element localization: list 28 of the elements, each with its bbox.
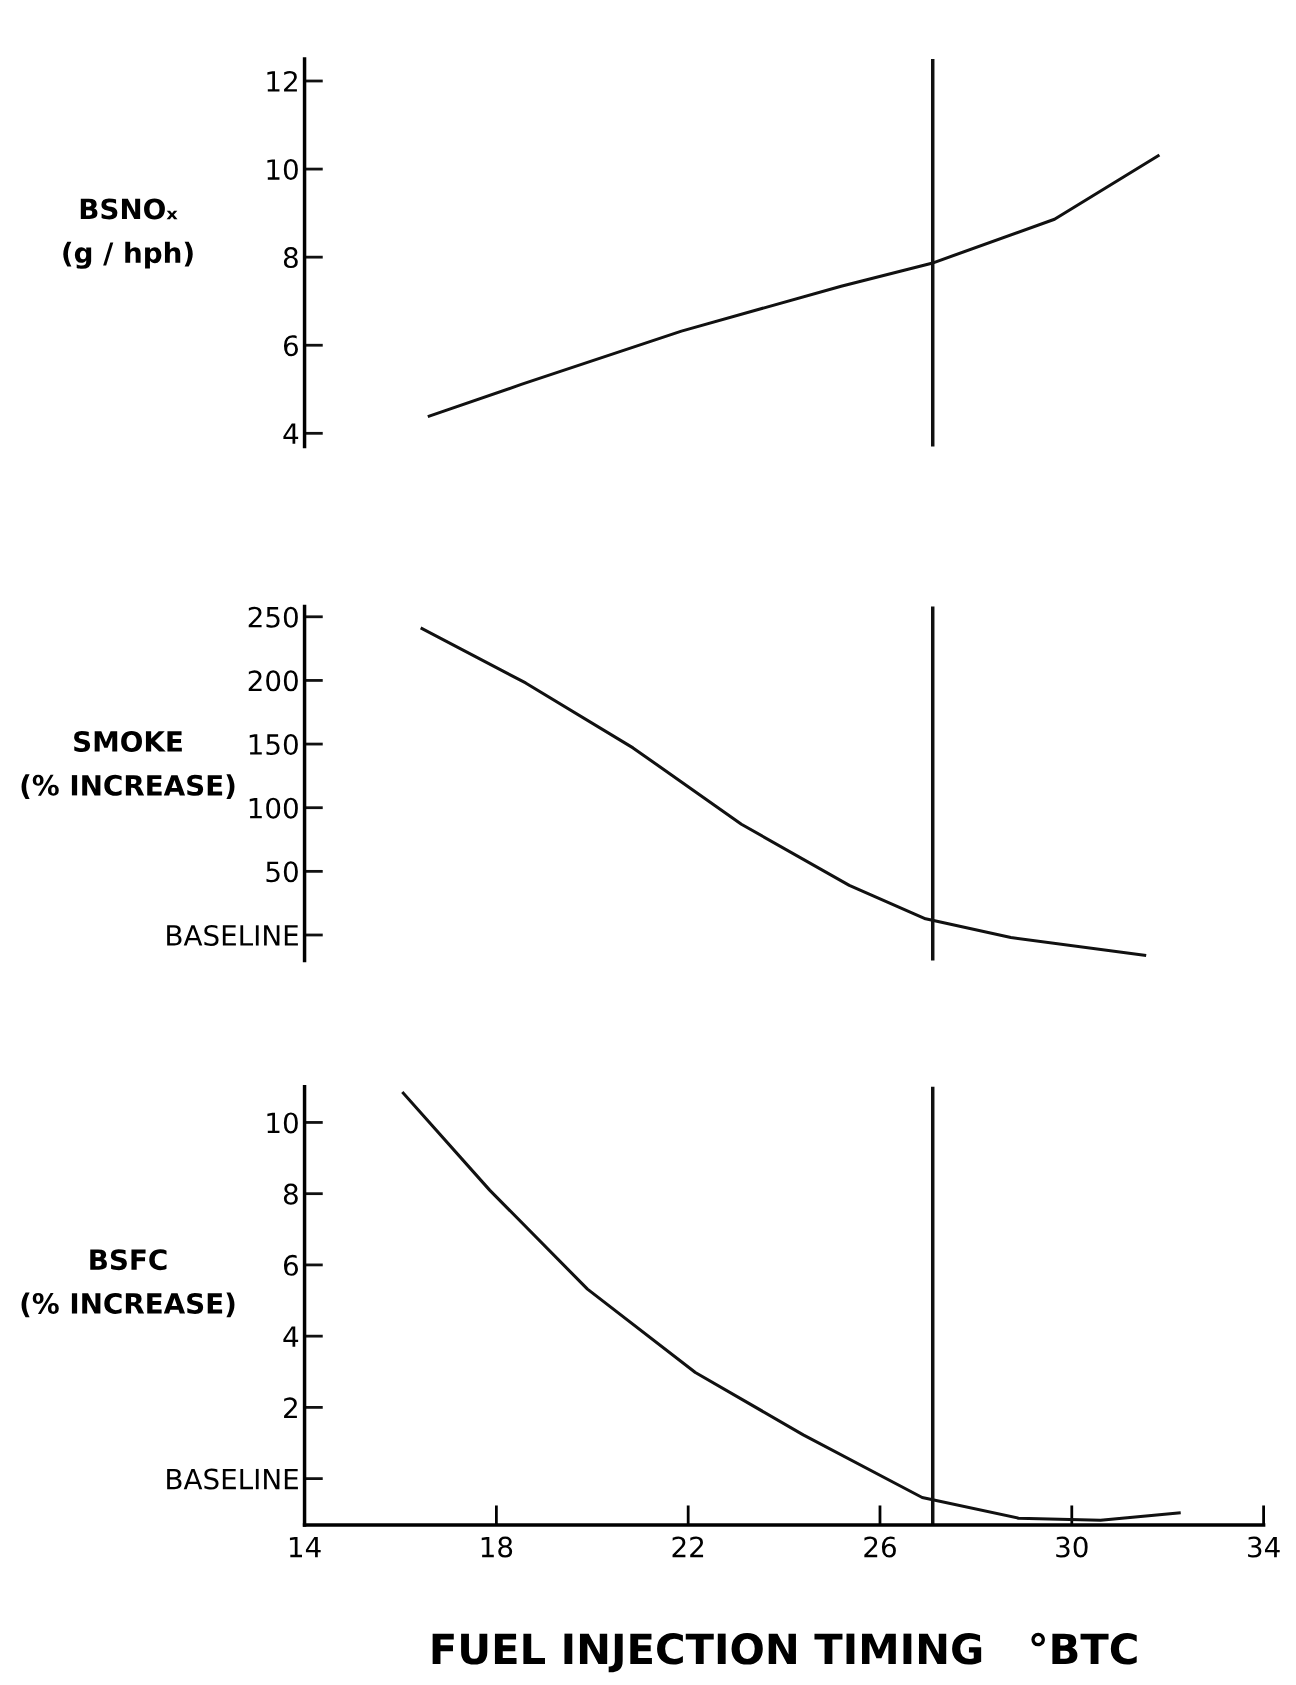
y-tick-label: 12	[267, 70, 297, 92]
x-axis-title: FUEL INJECTION TIMING °BTC	[432, 1632, 1137, 1673]
y-tick-label: 100	[249, 797, 298, 819]
y-axis-title: BSFC (% INCREASE)	[21, 1249, 235, 1318]
y-tick-label: 4	[283, 1326, 299, 1347]
y-tick-label: 4	[283, 423, 299, 444]
x-tick-label: 26	[864, 1536, 896, 1558]
y-tick-label: 8	[283, 1183, 298, 1205]
y-tick-label: 50	[266, 861, 298, 883]
y-tick-label: 200	[248, 670, 298, 692]
x-tick-label: 22	[672, 1536, 704, 1558]
y-tick-label: BASELINE	[167, 1468, 298, 1490]
y-tick-label: BASELINE	[167, 924, 298, 946]
y-tick-label: 6	[283, 335, 298, 357]
line-series	[401, 1091, 1181, 1522]
y-tick-label: 2	[284, 1397, 297, 1418]
x-tick-label: 34	[1248, 1536, 1280, 1558]
y-tick-label: 6	[283, 1254, 298, 1276]
y-tick-label: 10	[267, 159, 298, 181]
y-axis-title: BSNOₓ (g / hph)	[63, 198, 193, 269]
x-tick-label: 18	[481, 1536, 513, 1558]
y-tick-label: 150	[249, 734, 298, 756]
x-tick-label: 30	[1056, 1536, 1088, 1558]
y-tick-label: 250	[248, 606, 298, 628]
y-tick-label: 8	[283, 247, 298, 269]
y-tick-label: 10	[267, 1112, 298, 1134]
x-tick-label: 14	[289, 1536, 321, 1558]
y-axis-title: SMOKE (% INCREASE)	[21, 731, 235, 800]
